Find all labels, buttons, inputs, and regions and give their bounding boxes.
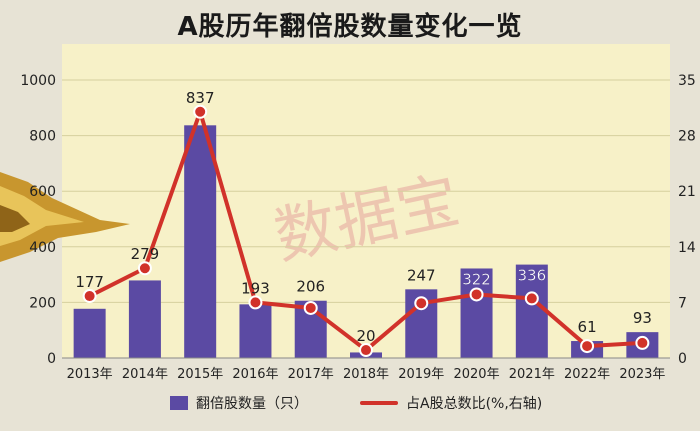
legend-line-swatch <box>360 401 398 405</box>
y-left-tick-label: 200 <box>29 295 56 311</box>
x-tick-label: 2022年 <box>564 367 610 382</box>
ratio-point <box>580 339 595 354</box>
bar <box>128 280 161 358</box>
x-tick-label: 2023年 <box>619 367 665 382</box>
data-label: 193 <box>241 279 270 297</box>
chart-title: A股历年翻倍股数量变化一览 <box>177 12 523 42</box>
ratio-point <box>137 261 152 276</box>
data-label: 177 <box>75 273 104 291</box>
y-right-tick-label: 0 <box>678 351 687 367</box>
y-left-tick-label: 0 <box>47 351 56 367</box>
ratio-point <box>469 287 484 302</box>
bar <box>460 268 493 358</box>
data-label: 93 <box>633 309 652 327</box>
x-tick-label: 2019年 <box>398 367 444 382</box>
ratio-point <box>359 343 373 358</box>
ratio-point <box>414 296 429 311</box>
x-tick-label: 2016年 <box>232 367 278 382</box>
y-right-tick-label: 14 <box>678 240 696 256</box>
y-right-tick-label: 7 <box>678 295 687 311</box>
legend-bar-label: 翻倍股数量（只） <box>196 396 308 412</box>
ratio-point <box>303 300 318 315</box>
x-tick-label: 2013年 <box>67 367 113 382</box>
legend-bar-swatch <box>170 396 188 410</box>
data-label: 322 <box>462 270 491 288</box>
chart-legend: 翻倍股数量（只） 占A股总数比(%,右轴) <box>170 393 690 417</box>
data-label: 336 <box>517 267 546 285</box>
y-left-tick-label: 1000 <box>20 73 56 89</box>
legend-item-bars: 翻倍股数量（只） <box>170 393 308 413</box>
data-label: 247 <box>407 266 436 284</box>
legend-item-line: 占A股总数比(%,右轴) <box>360 393 542 413</box>
data-label: 20 <box>356 327 375 345</box>
y-right-tick-label: 21 <box>678 184 696 200</box>
ratio-point <box>248 295 263 310</box>
bar <box>239 304 272 358</box>
y-left-tick-label: 600 <box>29 184 56 200</box>
ratio-point <box>82 289 97 304</box>
ratio-point <box>524 291 539 306</box>
data-label: 837 <box>186 89 215 107</box>
bull-horn-icon <box>0 172 130 262</box>
x-tick-label: 2015年 <box>177 367 223 382</box>
plot-background <box>62 44 670 358</box>
x-tick-label: 2018年 <box>343 367 389 382</box>
x-tick-label: 2021年 <box>509 367 555 382</box>
x-tick-label: 2017年 <box>288 367 334 382</box>
x-tick-label: 2020年 <box>453 367 499 382</box>
legend-line-label: 占A股总数比(%,右轴) <box>406 396 543 412</box>
y-right-tick-label: 28 <box>678 129 696 145</box>
bar <box>73 308 106 358</box>
y-right-tick-label: 35 <box>678 73 696 89</box>
x-tick-label: 2014年 <box>122 367 168 382</box>
bar <box>184 125 217 359</box>
data-label: 279 <box>131 245 160 263</box>
ratio-point <box>193 104 208 119</box>
data-label: 206 <box>296 278 325 296</box>
y-left-tick-label: 800 <box>29 129 56 145</box>
bar <box>515 264 548 358</box>
y-left-tick-label: 400 <box>29 240 56 256</box>
data-label: 61 <box>578 318 597 336</box>
ratio-point <box>635 335 650 350</box>
